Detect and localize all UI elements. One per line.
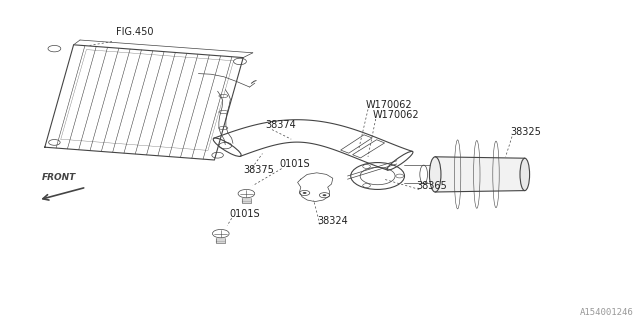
Text: 0101S: 0101S: [229, 209, 260, 219]
Circle shape: [303, 192, 307, 194]
Text: 38375: 38375: [243, 165, 274, 175]
Circle shape: [323, 194, 326, 196]
Ellipse shape: [520, 158, 529, 191]
Text: A154001246: A154001246: [580, 308, 634, 317]
Text: 0101S: 0101S: [280, 159, 310, 169]
Polygon shape: [435, 157, 525, 192]
Text: FRONT: FRONT: [42, 173, 76, 182]
Text: FIG.450: FIG.450: [116, 27, 154, 37]
Ellipse shape: [429, 157, 441, 192]
Text: W170062: W170062: [366, 100, 413, 110]
Text: 38365: 38365: [416, 181, 447, 191]
Text: 38374: 38374: [266, 120, 296, 130]
Text: 38324: 38324: [317, 216, 348, 226]
Text: W170062: W170062: [373, 110, 420, 120]
Text: 38325: 38325: [511, 127, 541, 137]
